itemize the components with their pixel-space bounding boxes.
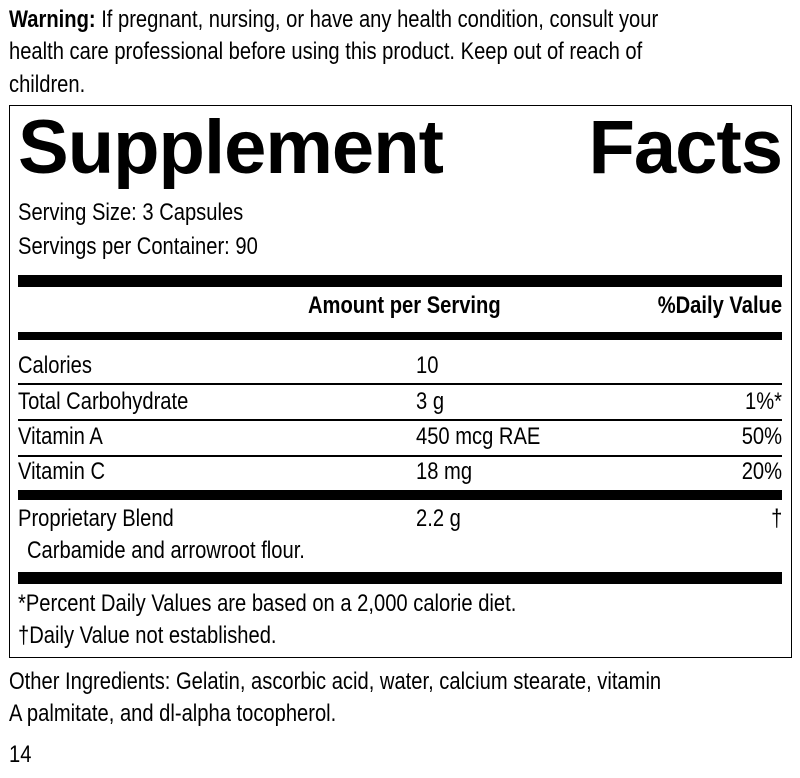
other-ingredients-line-1: Other Ingredients: Gelatin, ascorbic aci… (9, 668, 662, 695)
row-amount: 10 (416, 352, 439, 379)
row-name: Vitamin C (18, 458, 106, 485)
title-word-facts: Facts (588, 105, 783, 190)
divider-medium (18, 332, 782, 340)
row-divider (18, 455, 782, 457)
row-dv: 50% (741, 423, 782, 450)
serving-size: Serving Size: 3 Capsules (18, 199, 244, 226)
title-word-supplement: Supplement (18, 105, 444, 190)
warning-line-1: Warning: If pregnant, nursing, or have a… (9, 6, 658, 34)
panel-title: Supplement Facts (18, 105, 783, 190)
row-amount: 3 g (416, 388, 445, 415)
row-dv: 20% (741, 458, 782, 485)
divider-thick (18, 490, 782, 500)
supplement-facts-panel (9, 105, 792, 658)
row-name: Calories (18, 352, 92, 379)
blend-dv: † (770, 505, 782, 532)
row-amount: 450 mcg RAE (416, 423, 541, 450)
other-ingredients-line-2: A palmitate, and dl-alpha tocopherol. (9, 700, 337, 727)
row-dv: 1%* (745, 388, 782, 415)
header-daily-value: %Daily Value (657, 292, 782, 319)
warning-text: If pregnant, nursing, or have any health… (101, 6, 659, 33)
footnote-percent: *Percent Daily Values are based on a 2,0… (18, 590, 517, 617)
footnote-dagger: †Daily Value not established. (18, 622, 277, 649)
divider-thick (18, 275, 782, 287)
warning-label: Warning: (9, 6, 96, 33)
servings-per-container: Servings per Container: 90 (18, 233, 258, 260)
warning-line-2: health care professional before using th… (9, 38, 643, 65)
blend-ingredients: Carbamide and arrowroot flour. (27, 537, 305, 564)
divider-thick (18, 572, 782, 584)
blend-amount: 2.2 g (416, 505, 461, 532)
row-amount: 18 mg (416, 458, 473, 485)
row-divider (18, 419, 782, 421)
row-divider (18, 383, 782, 385)
row-name: Vitamin A (18, 423, 103, 450)
blend-name: Proprietary Blend (18, 505, 174, 532)
warning-line-3: children. (9, 71, 86, 98)
header-amount: Amount per Serving (308, 292, 501, 319)
page-number: 14 (9, 741, 32, 768)
row-name: Total Carbohydrate (18, 388, 189, 415)
